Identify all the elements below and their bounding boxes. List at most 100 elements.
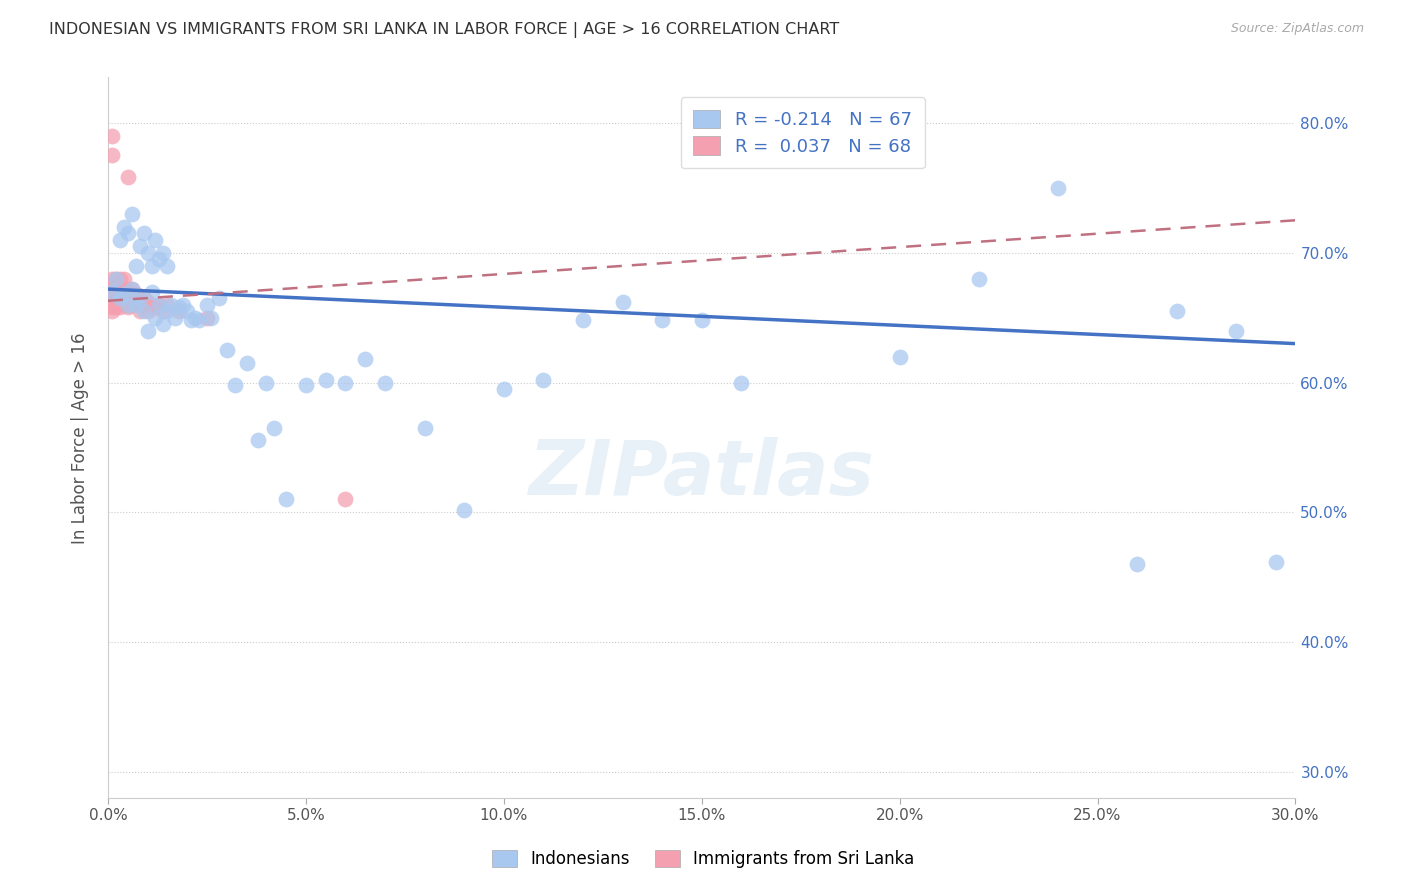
Point: [167, 300, 190, 314]
Point: [335, 376, 357, 390]
Y-axis label: In Labor Force | Age > 16: In Labor Force | Age > 16: [72, 332, 89, 543]
Point: [354, 352, 377, 367]
Point: [188, 313, 211, 327]
Point: [128, 298, 150, 312]
Point: [112, 291, 135, 305]
Point: [108, 282, 131, 296]
Point: [104, 285, 127, 299]
Point: [108, 291, 131, 305]
Point: [108, 291, 131, 305]
Point: [121, 207, 143, 221]
Point: [108, 285, 131, 299]
Point: [453, 503, 475, 517]
Point: [335, 492, 357, 507]
Point: [295, 378, 318, 392]
Point: [108, 233, 131, 247]
Point: [208, 291, 231, 305]
Point: [121, 282, 143, 296]
Point: [101, 291, 124, 305]
Point: [104, 298, 127, 312]
Point: [413, 421, 436, 435]
Point: [132, 298, 155, 312]
Point: [101, 278, 124, 293]
Point: [141, 259, 163, 273]
Point: [128, 291, 150, 305]
Point: [235, 356, 257, 370]
Point: [132, 226, 155, 240]
Point: [112, 285, 135, 299]
Text: ZIPatlas: ZIPatlas: [529, 437, 875, 511]
Point: [112, 287, 135, 301]
Point: [108, 271, 131, 285]
Text: INDONESIAN VS IMMIGRANTS FROM SRI LANKA IN LABOR FORCE | AGE > 16 CORRELATION CH: INDONESIAN VS IMMIGRANTS FROM SRI LANKA …: [49, 22, 839, 38]
Point: [136, 324, 159, 338]
Point: [145, 300, 167, 314]
Point: [195, 298, 218, 312]
Point: [141, 298, 163, 312]
Point: [125, 295, 148, 310]
Point: [156, 259, 179, 273]
Point: [136, 245, 159, 260]
Point: [125, 287, 148, 301]
Point: [104, 300, 127, 314]
Point: [889, 350, 911, 364]
Point: [104, 271, 127, 285]
Point: [104, 295, 127, 310]
Point: [101, 298, 124, 312]
Point: [101, 304, 124, 318]
Point: [104, 287, 127, 301]
Point: [117, 226, 139, 240]
Point: [195, 310, 218, 325]
Point: [254, 376, 277, 390]
Point: [104, 271, 127, 285]
Point: [101, 285, 124, 299]
Point: [121, 282, 143, 296]
Point: [1225, 324, 1247, 338]
Point: [117, 287, 139, 301]
Point: [108, 300, 131, 314]
Point: [247, 433, 270, 447]
Point: [152, 245, 174, 260]
Point: [121, 291, 143, 305]
Text: Source: ZipAtlas.com: Source: ZipAtlas.com: [1230, 22, 1364, 36]
Point: [128, 239, 150, 253]
Point: [690, 313, 713, 327]
Point: [112, 282, 135, 296]
Point: [315, 373, 337, 387]
Point: [136, 295, 159, 310]
Point: [112, 287, 135, 301]
Point: [104, 291, 127, 305]
Point: [117, 291, 139, 305]
Point: [104, 285, 127, 299]
Point: [274, 492, 297, 507]
Point: [101, 285, 124, 299]
Point: [101, 128, 124, 143]
Point: [156, 304, 179, 318]
Point: [152, 304, 174, 318]
Point: [152, 317, 174, 331]
Point: [374, 376, 396, 390]
Point: [967, 271, 990, 285]
Point: [125, 298, 148, 312]
Point: [101, 148, 124, 162]
Point: [117, 291, 139, 305]
Point: [117, 298, 139, 312]
Point: [651, 313, 673, 327]
Point: [104, 282, 127, 296]
Point: [200, 310, 222, 325]
Point: [1126, 558, 1149, 572]
Point: [180, 313, 202, 327]
Point: [165, 310, 187, 325]
Point: [572, 313, 595, 327]
Point: [1046, 181, 1069, 195]
Legend: R = -0.214   N = 67, R =  0.037   N = 68: R = -0.214 N = 67, R = 0.037 N = 68: [681, 97, 925, 169]
Point: [112, 291, 135, 305]
Point: [730, 376, 752, 390]
Point: [108, 291, 131, 305]
Point: [1166, 304, 1188, 318]
Point: [117, 285, 139, 299]
Point: [117, 298, 139, 312]
Point: [492, 382, 515, 396]
Point: [112, 271, 135, 285]
Point: [145, 233, 167, 247]
